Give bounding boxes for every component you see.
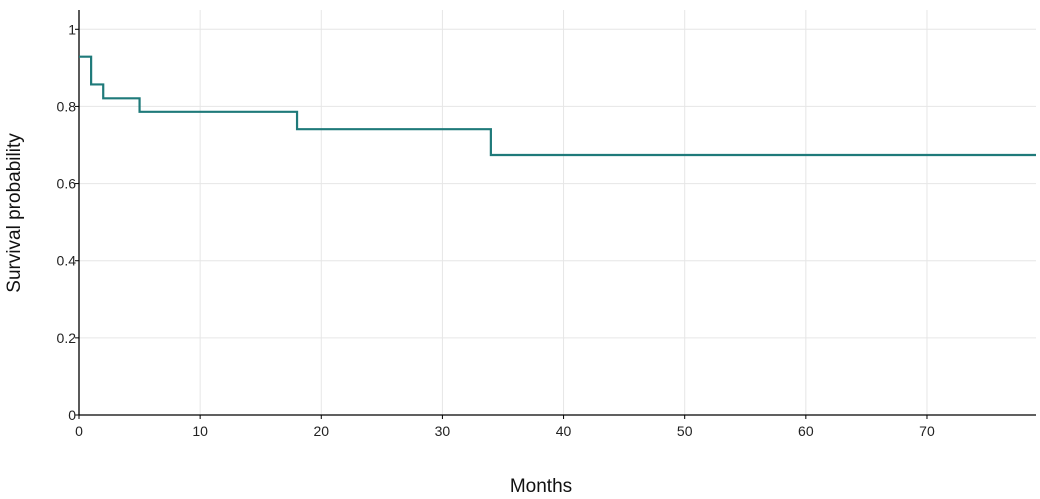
y-tick-label: 0.4 (57, 253, 77, 269)
x-axis-title: Months (510, 476, 572, 497)
y-tick-label: 0.8 (57, 98, 77, 114)
y-tick-label: 0.6 (57, 176, 77, 192)
grid-lines (79, 10, 1036, 415)
x-tick-label: 60 (798, 423, 814, 439)
y-tick-label: 0.2 (57, 330, 77, 346)
axes (75, 10, 1036, 419)
y-tick-labels: 0 0.2 0.4 0.6 0.8 1 (57, 21, 77, 423)
y-axis-title: Survival probability (4, 133, 25, 293)
x-tick-label: 50 (677, 423, 693, 439)
x-tick-label: 30 (435, 423, 451, 439)
x-tick-label: 40 (556, 423, 572, 439)
x-tick-label: 70 (919, 423, 935, 439)
y-tick-label: 1 (68, 21, 76, 37)
survival-step-line (79, 55, 1036, 157)
x-tick-label: 0 (75, 423, 83, 439)
series-layer (79, 55, 1036, 157)
x-tick-label: 20 (313, 423, 329, 439)
y-tick-label: 0 (68, 407, 76, 423)
x-tick-labels: 0 10 20 30 40 50 60 70 (75, 423, 935, 439)
x-tick-label: 10 (192, 423, 208, 439)
